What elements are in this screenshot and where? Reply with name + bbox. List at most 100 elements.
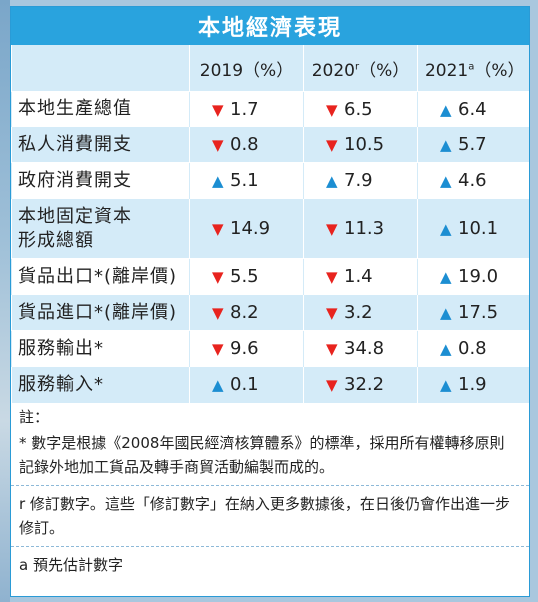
table-row: 私人消費開支 ▼ 0.8 ▼ 10.5 ▲ 5.7 <box>11 126 529 163</box>
down-triangle-icon: ▼ <box>212 136 224 154</box>
header-row: 2019（%） 2020r（%） 2021a（%） <box>11 45 529 92</box>
note-star: * 數字是根據《2008年國民經濟核算體系》的標準，採用所有權轉移原則記錄外地加… <box>19 434 505 476</box>
economy-table-card: 本地經濟表現 2019（%） 2020r（%） 2021a（%） 本地生產總值 ▼… <box>10 6 530 597</box>
up-triangle-icon: ▲ <box>212 172 224 190</box>
down-triangle-icon: ▼ <box>326 376 338 395</box>
value-number: 1.4 <box>344 266 373 287</box>
value-cell: ▼ 34.8 <box>303 330 418 367</box>
value-cell: ▲ 4.6 <box>417 162 529 199</box>
up-triangle-icon: ▲ <box>326 172 338 190</box>
down-triangle-icon: ▼ <box>212 304 224 322</box>
value-number: 0.8 <box>458 338 487 359</box>
value-cell: ▼ 1.4 <box>303 258 418 295</box>
notes-heading: 註： <box>19 408 50 426</box>
down-triangle-icon: ▼ <box>212 220 224 238</box>
down-triangle-icon: ▼ <box>212 340 224 358</box>
value-cell: ▲ 5.1 <box>189 162 304 199</box>
background-photo-strip <box>0 0 10 602</box>
up-triangle-icon: ▲ <box>440 268 452 286</box>
value-number: 0.8 <box>230 134 259 155</box>
row-label: 服務輸入* <box>11 366 190 403</box>
value-cell: ▲ 5.7 <box>417 126 529 163</box>
value-cell: ▲ 17.5 <box>417 294 529 331</box>
value-number: 6.5 <box>344 98 373 120</box>
note-a: a 預先估計數字 <box>19 556 123 574</box>
down-triangle-icon: ▼ <box>326 340 338 358</box>
row-label: 貨品出口*(離岸價) <box>11 258 190 295</box>
down-triangle-icon: ▼ <box>326 136 338 154</box>
row-label: 政府消費開支 <box>11 162 190 199</box>
up-triangle-icon: ▲ <box>440 172 452 190</box>
table-row: 服務輸入* ▲ 0.1 ▼ 32.2 ▲ 1.9 <box>11 366 529 403</box>
table-row: 政府消費開支 ▲ 5.1 ▲ 7.9 ▲ 4.6 <box>11 162 529 199</box>
down-triangle-icon: ▼ <box>212 100 224 119</box>
value-cell: ▼ 10.5 <box>303 126 418 163</box>
value-number: 11.3 <box>344 218 385 239</box>
table-title: 本地經濟表現 <box>11 7 529 45</box>
value-number: 3.2 <box>344 302 373 323</box>
value-number: 5.7 <box>458 134 487 155</box>
value-cell: ▲ 6.4 <box>417 91 529 127</box>
down-triangle-icon: ▼ <box>326 220 338 238</box>
row-label: 本地固定資本 形成總額 <box>11 198 190 259</box>
table-row: 貨品出口*(離岸價) ▼ 5.5 ▼ 1.4 ▲ 19.0 <box>11 258 529 295</box>
up-triangle-icon: ▲ <box>212 376 224 395</box>
value-number: 34.8 <box>344 338 385 359</box>
value-cell: ▲ 0.8 <box>417 330 529 367</box>
value-number: 6.4 <box>458 98 487 120</box>
row-label: 私人消費開支 <box>11 126 190 163</box>
header-2020: 2020r（%） <box>303 45 418 92</box>
value-number: 14.9 <box>230 218 271 239</box>
down-triangle-icon: ▼ <box>326 268 338 286</box>
economy-table: 2019（%） 2020r（%） 2021a（%） 本地生產總值 ▼ 1.7 ▼ 6.5… <box>11 45 529 403</box>
row-label: 本地生產總值 <box>11 91 190 127</box>
note-r: r 修訂數字。這些「修訂數字」在納入更多數據後，在日後仍會作出進一步修訂。 <box>19 495 510 537</box>
header-2019: 2019（%） <box>189 45 304 92</box>
value-number: 19.0 <box>458 266 499 287</box>
value-number: 9.6 <box>230 338 259 359</box>
table-row: 服務輸出* ▼ 9.6 ▼ 34.8 ▲ 0.8 <box>11 330 529 367</box>
table-row: 本地生產總值 ▼ 1.7 ▼ 6.5 ▲ 6.4 <box>11 91 529 127</box>
value-number: 4.6 <box>458 170 487 191</box>
value-number: 8.2 <box>230 302 259 323</box>
up-triangle-icon: ▲ <box>440 136 452 154</box>
up-triangle-icon: ▲ <box>440 340 452 358</box>
value-number: 5.1 <box>230 170 259 191</box>
value-number: 5.5 <box>230 266 259 287</box>
value-cell: ▲ 19.0 <box>417 258 529 295</box>
header-blank <box>11 45 190 92</box>
value-cell: ▼ 5.5 <box>189 258 304 295</box>
value-cell: ▼ 6.5 <box>303 91 418 127</box>
value-number: 7.9 <box>344 170 373 191</box>
up-triangle-icon: ▲ <box>440 304 452 322</box>
value-cell: ▼ 11.3 <box>303 198 418 259</box>
notes-divider <box>11 546 529 547</box>
value-cell: ▼ 0.8 <box>189 126 304 163</box>
value-number: 17.5 <box>458 302 499 323</box>
row-label: 服務輸出* <box>11 330 190 367</box>
value-number: 1.9 <box>458 374 487 396</box>
value-cell: ▲ 10.1 <box>417 198 529 259</box>
value-cell: ▲ 1.9 <box>417 366 529 403</box>
up-triangle-icon: ▲ <box>440 100 452 119</box>
value-number: 1.7 <box>230 98 259 120</box>
up-triangle-icon: ▲ <box>440 220 452 238</box>
value-number: 10.5 <box>344 134 385 155</box>
up-triangle-icon: ▲ <box>440 376 452 395</box>
notes-section: 註： * 數字是根據《2008年國民經濟核算體系》的標準，採用所有權轉移原則記錄… <box>11 399 529 583</box>
down-triangle-icon: ▼ <box>212 268 224 286</box>
table-row: 貨品進口*(離岸價) ▼ 8.2 ▼ 3.2 ▲ 17.5 <box>11 294 529 331</box>
value-number: 0.1 <box>230 374 259 396</box>
value-cell: ▲ 7.9 <box>303 162 418 199</box>
value-cell: ▼ 1.7 <box>189 91 304 127</box>
value-cell: ▼ 3.2 <box>303 294 418 331</box>
value-number: 32.2 <box>344 374 385 396</box>
table-body: 本地生產總值 ▼ 1.7 ▼ 6.5 ▲ 6.4 私人消費開支 ▼ 0.8 ▼ 10.5 ▲ 5.7 政府消… <box>11 91 529 403</box>
value-cell: ▼ 8.2 <box>189 294 304 331</box>
value-cell: ▲ 0.1 <box>189 366 304 403</box>
notes-divider <box>11 485 529 486</box>
header-2021: 2021a（%） <box>417 45 529 92</box>
down-triangle-icon: ▼ <box>326 100 338 119</box>
value-number: 10.1 <box>458 218 499 239</box>
row-label: 貨品進口*(離岸價) <box>11 294 190 331</box>
